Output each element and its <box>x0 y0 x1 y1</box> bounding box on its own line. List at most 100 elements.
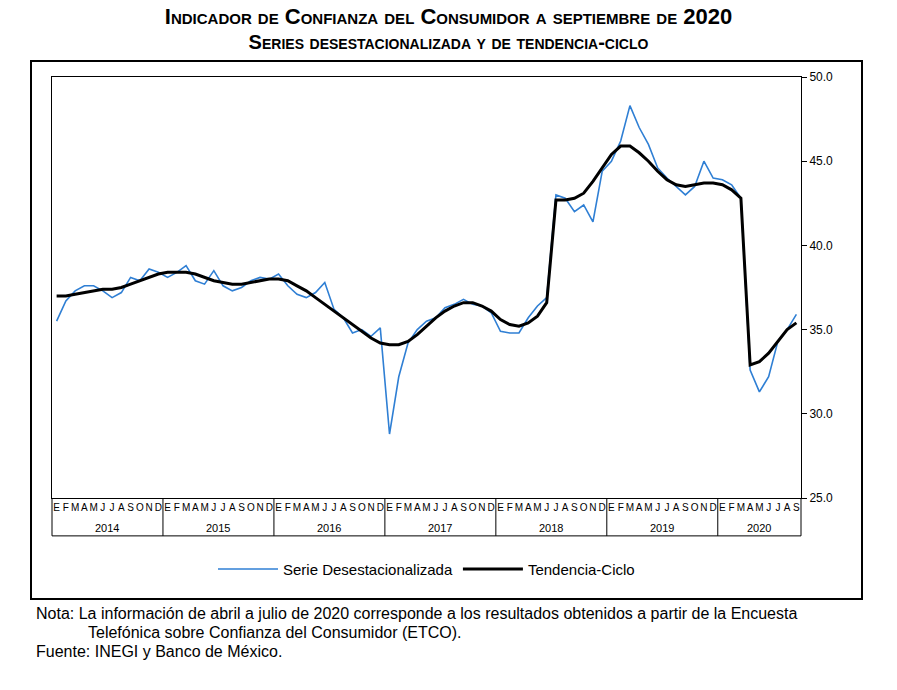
svg-text:N: N <box>256 502 263 513</box>
svg-text:J: J <box>553 502 558 513</box>
svg-text:2018: 2018 <box>539 522 563 534</box>
svg-text:S: S <box>793 502 800 513</box>
html-text:Fuente: INEGI y Banco de Méxic: Fuente: INEGI y Banco de México. <box>36 643 283 660</box>
svg-text:F: F <box>396 502 402 513</box>
svg-text:A: A <box>747 502 754 513</box>
svg-text:M: M <box>89 502 97 513</box>
svg-text:M: M <box>182 502 190 513</box>
svg-text:2017: 2017 <box>428 522 452 534</box>
svg-text:D: D <box>266 502 273 513</box>
svg-text:F: F <box>285 502 291 513</box>
svg-text:S: S <box>682 502 689 513</box>
svg-text:M: M <box>293 502 301 513</box>
svg-text:J: J <box>544 502 549 513</box>
svg-text:A: A <box>784 502 791 513</box>
svg-text:J: J <box>655 502 660 513</box>
svg-text:O: O <box>691 502 699 513</box>
svg-text:M: M <box>737 502 745 513</box>
svg-text:N: N <box>478 502 485 513</box>
svg-text:S: S <box>127 502 134 513</box>
svg-text:E: E <box>53 502 60 513</box>
svg-text:J: J <box>322 502 327 513</box>
svg-text:O: O <box>580 502 588 513</box>
svg-text:F: F <box>507 502 513 513</box>
svg-text:D: D <box>155 502 162 513</box>
svg-text:A: A <box>673 502 680 513</box>
svg-text:F: F <box>618 502 624 513</box>
html-text:Nota: La información de abril: Nota: La información de abril a julio de… <box>36 605 798 641</box>
svg-text:40.0: 40.0 <box>809 239 833 253</box>
html-text:Indicador de Confianza del Con: Indicador de Confianza del Consumidor a … <box>164 4 733 29</box>
svg-text:A: A <box>118 502 125 513</box>
svg-text:D: D <box>710 502 717 513</box>
svg-text:O: O <box>469 502 477 513</box>
svg-text:A: A <box>340 502 347 513</box>
svg-text:2015: 2015 <box>206 522 230 534</box>
svg-text:N: N <box>700 502 707 513</box>
svg-text:M: M <box>644 502 652 513</box>
svg-text:A: A <box>414 502 421 513</box>
svg-text:N: N <box>367 502 374 513</box>
svg-text:J: J <box>664 502 669 513</box>
svg-text:A: A <box>229 502 236 513</box>
svg-text:E: E <box>497 502 504 513</box>
svg-text:J: J <box>211 502 216 513</box>
svg-text:O: O <box>247 502 255 513</box>
svg-text:A: A <box>636 502 643 513</box>
html-text:Series desestacionalizada y de: Series desestacionalizada y de tendencia… <box>248 31 649 53</box>
svg-text:S: S <box>571 502 578 513</box>
svg-text:2019: 2019 <box>650 522 674 534</box>
svg-text:A: A <box>303 502 310 513</box>
svg-text:M: M <box>422 502 430 513</box>
svg-text:J: J <box>100 502 105 513</box>
svg-text:A: A <box>562 502 569 513</box>
svg-text:M: M <box>533 502 541 513</box>
svg-text:J: J <box>110 502 115 513</box>
svg-text:J: J <box>442 502 447 513</box>
svg-text:M: M <box>755 502 763 513</box>
svg-text:N: N <box>145 502 152 513</box>
svg-text:D: D <box>377 502 384 513</box>
svg-text:A: A <box>81 502 88 513</box>
svg-text:O: O <box>358 502 366 513</box>
svg-text:2020: 2020 <box>747 522 771 534</box>
svg-text:A: A <box>192 502 199 513</box>
svg-text:N: N <box>589 502 596 513</box>
svg-text:35.0: 35.0 <box>809 323 833 337</box>
svg-text:F: F <box>174 502 180 513</box>
svg-text:E: E <box>719 502 726 513</box>
svg-text:E: E <box>164 502 171 513</box>
svg-text:D: D <box>599 502 606 513</box>
svg-text:F: F <box>63 502 69 513</box>
svg-text:S: S <box>460 502 467 513</box>
svg-text:J: J <box>775 502 780 513</box>
svg-text:J: J <box>433 502 438 513</box>
svg-text:M: M <box>71 502 79 513</box>
svg-text:Serie Desestacionalizada: Serie Desestacionalizada <box>283 561 453 578</box>
svg-text:2016: 2016 <box>317 522 341 534</box>
svg-text:J: J <box>332 502 337 513</box>
svg-text:M: M <box>200 502 208 513</box>
svg-text:E: E <box>608 502 615 513</box>
svg-text:J: J <box>766 502 771 513</box>
svg-text:A: A <box>451 502 458 513</box>
svg-text:S: S <box>349 502 356 513</box>
svg-text:M: M <box>515 502 523 513</box>
svg-text:Tendencia-Ciclo: Tendencia-Ciclo <box>528 561 635 578</box>
svg-text:25.0: 25.0 <box>809 491 833 505</box>
svg-text:45.0: 45.0 <box>809 154 833 168</box>
svg-text:O: O <box>136 502 144 513</box>
svg-text:M: M <box>626 502 634 513</box>
svg-text:30.0: 30.0 <box>809 407 833 421</box>
svg-text:E: E <box>386 502 393 513</box>
svg-text:D: D <box>488 502 495 513</box>
svg-text:J: J <box>221 502 226 513</box>
svg-text:50.0: 50.0 <box>809 70 833 84</box>
svg-text:S: S <box>238 502 245 513</box>
svg-text:M: M <box>404 502 412 513</box>
svg-text:F: F <box>729 502 735 513</box>
svg-text:2014: 2014 <box>95 522 119 534</box>
svg-text:E: E <box>275 502 282 513</box>
svg-text:M: M <box>311 502 319 513</box>
svg-text:A: A <box>525 502 532 513</box>
